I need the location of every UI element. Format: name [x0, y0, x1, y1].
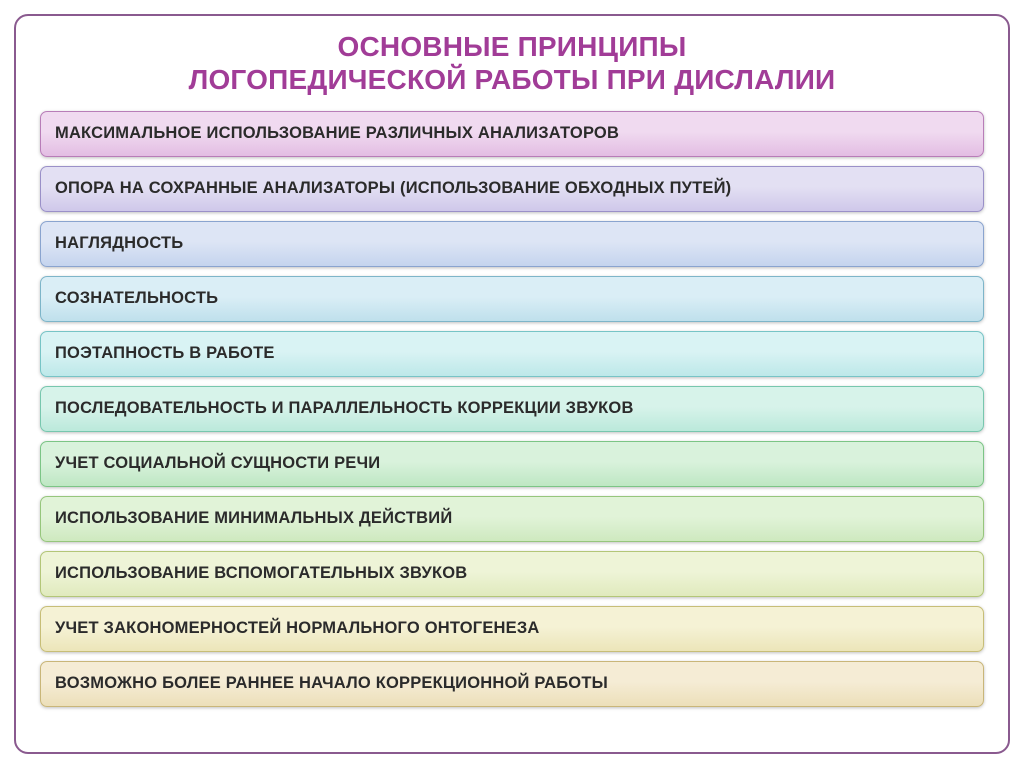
principle-text: УЧЕТ СОЦИАЛЬНОЙ СУЩНОСТИ РЕЧИ	[55, 454, 380, 473]
principle-text: ВОЗМОЖНО БОЛЕЕ РАННЕЕ НАЧАЛО КОРРЕКЦИОНН…	[55, 674, 608, 693]
principle-row: ПОСЛЕДОВАТЕЛЬНОСТЬ И ПАРАЛЛЕЛЬНОСТЬ КОРР…	[40, 386, 984, 432]
principle-row: ИСПОЛЬЗОВАНИЕ ВСПОМОГАТЕЛЬНЫХ ЗВУКОВ	[40, 551, 984, 597]
principle-row: ПОЭТАПНОСТЬ В РАБОТЕ	[40, 331, 984, 377]
principle-row: НАГЛЯДНОСТЬ	[40, 221, 984, 267]
slide-frame: ОСНОВНЫЕ ПРИНЦИПЫ ЛОГОПЕДИЧЕСКОЙ РАБОТЫ …	[14, 14, 1010, 754]
principle-row: ОПОРА НА СОХРАННЫЕ АНАЛИЗАТОРЫ (ИСПОЛЬЗО…	[40, 166, 984, 212]
principle-row: ИСПОЛЬЗОВАНИЕ МИНИМАЛЬНЫХ ДЕЙСТВИЙ	[40, 496, 984, 542]
principle-text: ПОЭТАПНОСТЬ В РАБОТЕ	[55, 344, 275, 363]
principle-text: МАКСИМАЛЬНОЕ ИСПОЛЬЗОВАНИЕ РАЗЛИЧНЫХ АНА…	[55, 124, 619, 143]
principle-text: ПОСЛЕДОВАТЕЛЬНОСТЬ И ПАРАЛЛЕЛЬНОСТЬ КОРР…	[55, 399, 634, 418]
title-line-2: ЛОГОПЕДИЧЕСКОЙ РАБОТЫ ПРИ ДИСЛАЛИИ	[40, 63, 984, 97]
principle-text: НАГЛЯДНОСТЬ	[55, 234, 183, 253]
principle-row: МАКСИМАЛЬНОЕ ИСПОЛЬЗОВАНИЕ РАЗЛИЧНЫХ АНА…	[40, 111, 984, 157]
title-line-1: ОСНОВНЫЕ ПРИНЦИПЫ	[40, 30, 984, 64]
principle-text: ОПОРА НА СОХРАННЫЕ АНАЛИЗАТОРЫ (ИСПОЛЬЗО…	[55, 179, 731, 198]
principle-row: ВОЗМОЖНО БОЛЕЕ РАННЕЕ НАЧАЛО КОРРЕКЦИОНН…	[40, 661, 984, 707]
principle-row: СОЗНАТЕЛЬНОСТЬ	[40, 276, 984, 322]
principle-text: ИСПОЛЬЗОВАНИЕ ВСПОМОГАТЕЛЬНЫХ ЗВУКОВ	[55, 564, 467, 583]
principle-row: УЧЕТ СОЦИАЛЬНОЙ СУЩНОСТИ РЕЧИ	[40, 441, 984, 487]
principle-text: СОЗНАТЕЛЬНОСТЬ	[55, 289, 218, 308]
principle-text: УЧЕТ ЗАКОНОМЕРНОСТЕЙ НОРМАЛЬНОГО ОНТОГЕН…	[55, 619, 540, 638]
principle-list: МАКСИМАЛЬНОЕ ИСПОЛЬЗОВАНИЕ РАЗЛИЧНЫХ АНА…	[40, 111, 984, 734]
title-block: ОСНОВНЫЕ ПРИНЦИПЫ ЛОГОПЕДИЧЕСКОЙ РАБОТЫ …	[40, 30, 984, 97]
principle-row: УЧЕТ ЗАКОНОМЕРНОСТЕЙ НОРМАЛЬНОГО ОНТОГЕН…	[40, 606, 984, 652]
principle-text: ИСПОЛЬЗОВАНИЕ МИНИМАЛЬНЫХ ДЕЙСТВИЙ	[55, 509, 452, 528]
